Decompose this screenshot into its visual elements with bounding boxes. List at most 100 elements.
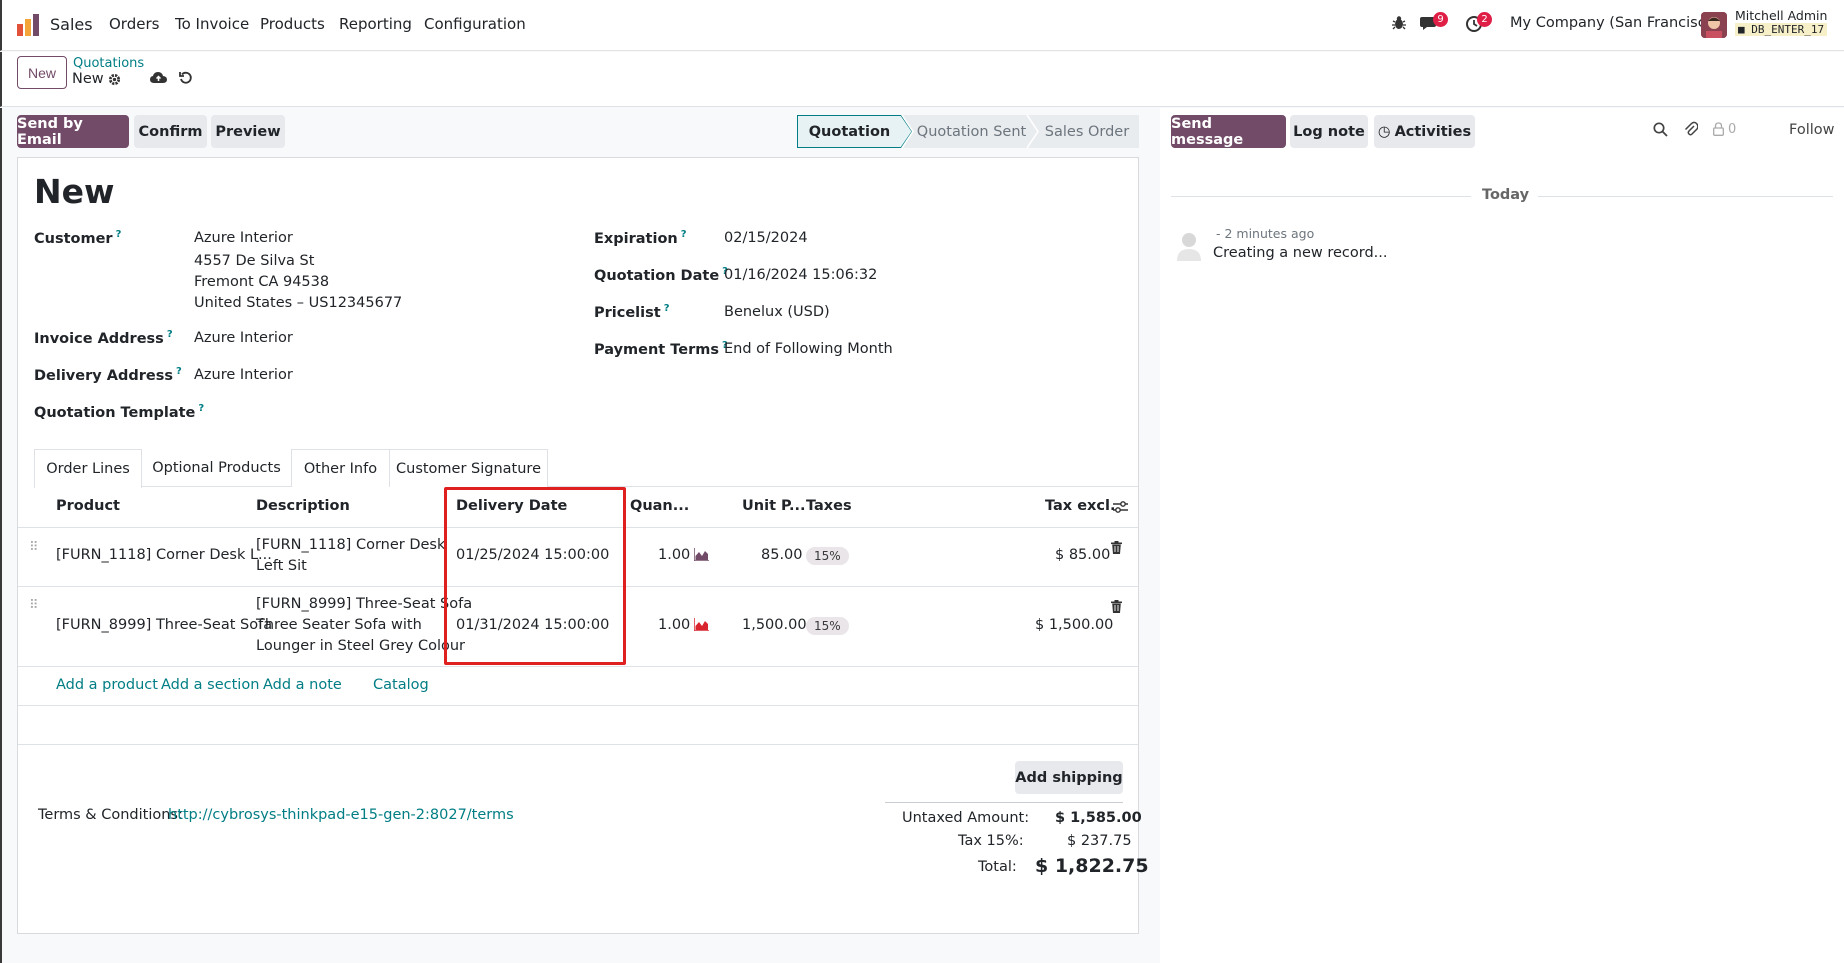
row-divider (18, 586, 1138, 587)
gear-icon[interactable] (108, 73, 121, 90)
row-tax-badge[interactable]: 15% (806, 547, 849, 565)
add-note-link[interactable]: Add a note (263, 677, 342, 693)
pricelist-label: Pricelist? (594, 303, 670, 321)
sales-app-icon[interactable] (16, 13, 40, 37)
attachment-paperclip-icon[interactable] (1684, 121, 1699, 141)
row-quantity[interactable]: 1.00 (658, 547, 691, 563)
row-description-line2[interactable]: Left Sit (256, 558, 307, 574)
follow-button[interactable]: Follow (1789, 122, 1835, 138)
help-tooltip: ? (175, 366, 182, 377)
menu-products[interactable]: Products (260, 15, 325, 33)
payment-terms-label: Payment Terms? (594, 340, 728, 358)
row-product[interactable]: [FURN_8999] Three-Seat Sofa (56, 617, 273, 633)
row-description[interactable]: [FURN_8999] Three-Seat Sofa (256, 596, 473, 612)
drag-handle-icon[interactable]: ⠿ (29, 598, 39, 613)
total-value: $ 1,822.75 (1035, 855, 1149, 877)
quotation-date-field[interactable]: 01/16/2024 15:06:32 (724, 267, 878, 283)
untaxed-amount-label: Untaxed Amount: (902, 810, 1030, 826)
send-message-button[interactable]: Send message (1171, 115, 1286, 148)
forecast-chart-icon[interactable] (693, 548, 709, 565)
add-section-link[interactable]: Add a section (161, 677, 260, 693)
save-cloud-icon[interactable] (150, 71, 167, 88)
add-shipping-button[interactable]: Add shipping (1015, 761, 1123, 794)
help-tooltip: ? (166, 329, 173, 340)
invoice-address-field[interactable]: Azure Interior (194, 330, 293, 346)
row-tax-badge[interactable]: 15% (806, 617, 849, 635)
col-quantity[interactable]: Quan... (630, 498, 690, 514)
delete-row-trash-icon[interactable] (1111, 600, 1122, 617)
form-sheet (17, 157, 1139, 934)
menu-configuration[interactable]: Configuration (424, 15, 526, 33)
app-name[interactable]: Sales (50, 15, 93, 34)
date-separator-line (1171, 196, 1471, 197)
search-icon[interactable] (1653, 122, 1668, 141)
db-name-badge: ■ DB_ENTER_17 (1735, 23, 1828, 36)
row-delivery-date[interactable]: 01/25/2024 15:00:00 (456, 547, 610, 563)
row-unit-price[interactable]: 1,500.00 (742, 617, 807, 633)
chatter-panel (1160, 108, 1844, 963)
tab-optional-products[interactable]: Optional Products (152, 460, 281, 476)
control-panel (0, 52, 1844, 107)
menu-to-invoice[interactable]: To Invoice (175, 15, 250, 33)
row-description-line2[interactable]: Three Seater Sofa with (256, 617, 422, 633)
menu-reporting[interactable]: Reporting (339, 15, 412, 33)
row-unit-price[interactable]: 85.00 (761, 547, 803, 563)
stage-quotation-sent[interactable]: Quotation Sent (916, 123, 1027, 140)
messages-icon[interactable] (1420, 15, 1440, 37)
expiration-label: Expiration? (594, 229, 687, 247)
optional-columns-toggle-icon[interactable] (1113, 500, 1128, 518)
drag-handle-icon[interactable]: ⠿ (29, 540, 39, 555)
author-avatar[interactable] (1172, 227, 1206, 261)
record-title[interactable]: New (34, 172, 115, 211)
row-quantity[interactable]: 1.00 (658, 617, 691, 633)
send-by-email-button[interactable]: Send by Email (17, 115, 129, 148)
activities-button[interactable]: ◷ Activities (1374, 115, 1475, 148)
row-description[interactable]: [FURN_1118] Corner Desk (256, 537, 446, 553)
log-note-button[interactable]: Log note (1290, 115, 1368, 148)
terms-label: Terms & Conditions: (38, 807, 183, 823)
catalog-link[interactable]: Catalog (373, 677, 429, 693)
col-taxes[interactable]: Taxes (806, 498, 852, 514)
row-description-line3[interactable]: Lounger in Steel Grey Colour (256, 638, 466, 654)
quotation-date-label: Quotation Date? (594, 266, 728, 284)
new-record-button[interactable]: New (17, 56, 67, 89)
col-delivery-date[interactable]: Delivery Date (456, 498, 568, 514)
messages-badge: 9 (1433, 12, 1448, 27)
delete-row-trash-icon[interactable] (1111, 541, 1122, 558)
breadcrumb-quotations[interactable]: Quotations (73, 56, 145, 71)
preview-button[interactable]: Preview (211, 115, 285, 148)
menu-orders[interactable]: Orders (109, 15, 160, 33)
debug-bug-icon[interactable] (1392, 15, 1406, 35)
add-product-link[interactable]: Add a product (56, 677, 158, 693)
stage-sales-order[interactable]: Sales Order (1044, 123, 1130, 140)
company-switcher[interactable]: My Company (San Francisco) (1510, 15, 1721, 31)
row-product[interactable]: [FURN_1118] Corner Desk L... (56, 547, 272, 563)
table-divider (18, 744, 1138, 745)
tab-order-lines[interactable]: Order Lines (34, 449, 142, 488)
discard-undo-icon[interactable] (179, 71, 193, 89)
message-timestamp: - 2 minutes ago (1216, 226, 1315, 241)
total-label: Total: (978, 859, 1017, 875)
tab-customer-signature[interactable]: Customer Signature (390, 449, 548, 487)
col-product[interactable]: Product (56, 498, 120, 514)
col-unit-price[interactable]: Unit P... (742, 498, 806, 514)
row-delivery-date[interactable]: 01/31/2024 15:00:00 (456, 617, 610, 633)
tab-other-info[interactable]: Other Info (291, 449, 390, 487)
delivery-address-field[interactable]: Azure Interior (194, 367, 293, 383)
user-avatar[interactable] (1701, 12, 1727, 38)
forecast-chart-icon[interactable] (693, 618, 709, 635)
stage-quotation[interactable]: Quotation (808, 123, 891, 140)
help-tooltip: ? (115, 229, 122, 240)
col-tax-excl[interactable]: Tax excl. (1045, 498, 1116, 514)
user-name[interactable]: Mitchell Admin (1735, 8, 1828, 23)
payment-terms-field[interactable]: End of Following Month (724, 341, 893, 357)
terms-link[interactable]: http://cybrosys-thinkpad-e15-gen-2:8027/… (168, 807, 514, 823)
help-tooltip: ? (680, 229, 687, 240)
confirm-button[interactable]: Confirm (134, 115, 207, 148)
followers-count[interactable]: 0 (1728, 122, 1737, 137)
expiration-field[interactable]: 02/15/2024 (724, 230, 808, 246)
followers-lock-icon[interactable] (1713, 122, 1724, 140)
pricelist-field[interactable]: Benelux (USD) (724, 304, 830, 320)
col-description[interactable]: Description (256, 498, 350, 514)
customer-name[interactable]: Azure Interior (194, 230, 293, 246)
